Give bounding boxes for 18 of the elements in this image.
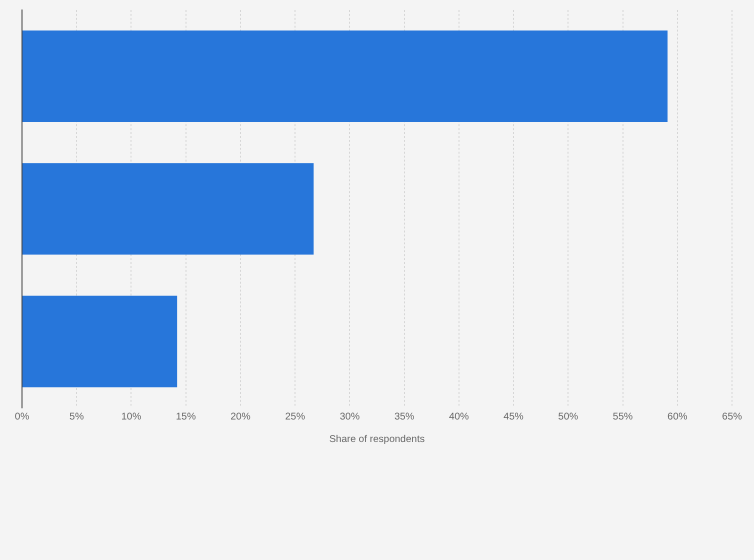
bar [22,296,178,388]
x-tick-label: 20% [230,411,251,422]
x-tick-label: 40% [448,411,470,422]
x-tick-label: 50% [558,411,578,422]
bar [22,163,314,255]
x-axis-title: Share of respondents [329,434,425,445]
x-tick-label: 5% [69,411,84,422]
x-tick-label: 30% [340,411,360,422]
bar [22,30,668,122]
x-tick-label: 45% [504,411,524,422]
x-tick-label: 0% [14,411,30,422]
x-tick-label: 55% [612,411,633,422]
x-tick-label: 25% [285,411,306,422]
x-tick-label: 60% [667,411,688,422]
x-tick-label: 10% [121,411,142,422]
x-tick-label: 35% [394,411,414,422]
x-tick-label: 15% [176,411,196,422]
x-tick-label: 65% [722,411,742,422]
